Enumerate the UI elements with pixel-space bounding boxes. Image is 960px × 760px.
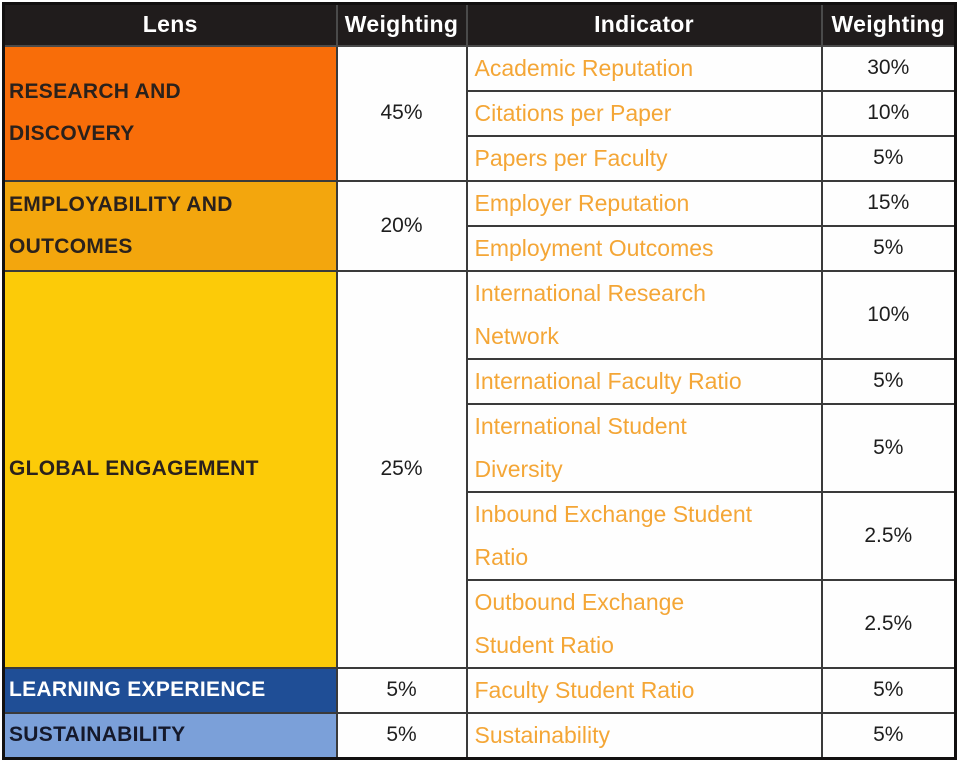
col-header-lens: Lens: [2, 2, 338, 47]
table-row: Citations per Paper 10%: [4, 89, 957, 137]
indicator-cell: International Research Network: [465, 269, 823, 360]
indicator-weighting-cell: 5%: [820, 666, 957, 714]
indicator-cell: Employer Reputation: [465, 179, 823, 227]
col-header-lens-weighting: Weighting: [335, 2, 468, 47]
lens-weighting-cell: 45%: [335, 44, 468, 182]
col-header-indicator-weighting: Weighting: [820, 2, 957, 47]
lens-weighting-cell: 5%: [335, 711, 468, 759]
lens-cell-learning-experience: LEARNING EXPERIENCE: [2, 666, 338, 714]
indicator-cell: International Student Diversity: [465, 402, 823, 493]
indicator-weighting-cell: 5%: [820, 402, 957, 493]
indicator-weighting-cell: 5%: [820, 224, 957, 272]
table-row: GLOBAL ENGAGEMENT 25% International Rese…: [2, 269, 957, 669]
indicator-weighting-cell: 15%: [820, 179, 957, 227]
indicator-cell: Academic Reputation: [465, 44, 823, 92]
lens-weighting-cell: 25%: [335, 269, 468, 669]
indicator-cell: Citations per Paper: [465, 89, 823, 137]
table-row: RESEARCH AND DISCOVERY 45% Academic Repu…: [2, 44, 957, 182]
table-row: Papers per Faculty 5%: [4, 134, 957, 182]
indicator-cell: Sustainability: [465, 711, 823, 759]
header-row: Lens Weighting Indicator Weighting: [2, 2, 957, 47]
table-row: International Student Diversity 5%: [4, 402, 957, 493]
indicator-cell: Outbound Exchange Student Ratio: [465, 578, 823, 669]
lens-weighting-cell: 5%: [335, 666, 468, 714]
indicator-weighting-cell: 10%: [820, 89, 957, 137]
lens-cell-research-and-discovery: RESEARCH AND DISCOVERY: [2, 44, 338, 182]
indicator-weighting-cell: 5%: [820, 711, 957, 759]
lens-cell-global-engagement: GLOBAL ENGAGEMENT: [2, 269, 338, 669]
lens-cell-employability-and-outcomes: EMPLOYABILITY AND OUTCOMES: [2, 179, 338, 272]
indicator-weighting-cell: 2.5%: [820, 578, 957, 669]
table-row: Employment Outcomes 5%: [4, 224, 957, 272]
indicator-weighting-cell: 30%: [820, 44, 957, 92]
table-row: SUSTAINABILITY 5% Sustainability 5%: [2, 711, 957, 759]
table-row: Inbound Exchange Student Ratio 2.5%: [4, 490, 957, 581]
col-header-indicator: Indicator: [465, 2, 823, 47]
indicator-cell: Papers per Faculty: [465, 134, 823, 182]
indicator-cell: International Faculty Ratio: [465, 357, 823, 405]
table-row: Outbound Exchange Student Ratio 2.5%: [4, 578, 957, 669]
indicator-weighting-cell: 2.5%: [820, 490, 957, 581]
indicator-cell: Faculty Student Ratio: [465, 666, 823, 714]
table-row: LEARNING EXPERIENCE 5% Faculty Student R…: [2, 666, 957, 714]
table-row: EMPLOYABILITY AND OUTCOMES 20% Employer …: [2, 179, 957, 272]
indicator-weighting-cell: 10%: [820, 269, 957, 360]
lens-cell-sustainability: SUSTAINABILITY: [2, 711, 338, 759]
indicator-weighting-cell: 5%: [820, 134, 957, 182]
lens-weighting-cell: 20%: [335, 179, 468, 272]
indicator-weighting-cell: 5%: [820, 357, 957, 405]
table-row: International Faculty Ratio 5%: [4, 357, 957, 405]
indicator-cell: Inbound Exchange Student Ratio: [465, 490, 823, 581]
indicator-cell: Employment Outcomes: [465, 224, 823, 272]
